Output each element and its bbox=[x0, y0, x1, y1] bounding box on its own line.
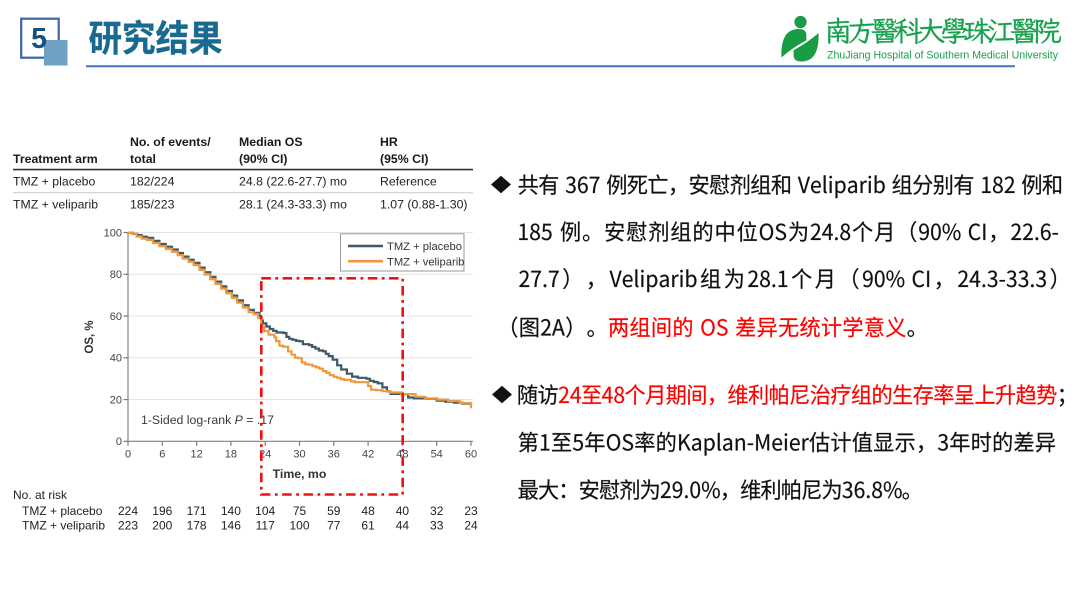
svg-text:TMZ + veliparib: TMZ + veliparib bbox=[13, 198, 98, 212]
svg-text:54: 54 bbox=[431, 449, 443, 461]
svg-text:Median OS: Median OS bbox=[239, 135, 303, 149]
svg-text:1-Sided log-rank P = .17: 1-Sided log-rank P = .17 bbox=[141, 413, 274, 427]
svg-text:75: 75 bbox=[293, 504, 307, 518]
svg-text:185/223: 185/223 bbox=[130, 198, 175, 212]
svg-text:5: 5 bbox=[31, 23, 47, 55]
svg-text:23: 23 bbox=[464, 504, 478, 518]
svg-text:TMZ + veliparib: TMZ + veliparib bbox=[22, 518, 105, 532]
svg-text:33: 33 bbox=[430, 518, 444, 532]
svg-text:total: total bbox=[130, 152, 156, 166]
svg-text:(95% CI): (95% CI) bbox=[380, 152, 429, 166]
svg-text:TMZ + placebo: TMZ + placebo bbox=[13, 175, 96, 189]
svg-text:40: 40 bbox=[110, 353, 122, 365]
svg-text:No. at risk: No. at risk bbox=[13, 488, 68, 502]
svg-text:48: 48 bbox=[396, 449, 408, 461]
svg-text:42: 42 bbox=[362, 449, 374, 461]
svg-text:77: 77 bbox=[327, 518, 341, 532]
svg-text:182/224: 182/224 bbox=[130, 175, 175, 189]
svg-text:61: 61 bbox=[361, 518, 375, 532]
svg-text:30: 30 bbox=[293, 449, 305, 461]
svg-text:No. of events/: No. of events/ bbox=[130, 135, 211, 149]
svg-text:60: 60 bbox=[465, 449, 477, 461]
svg-text:59: 59 bbox=[327, 504, 341, 518]
svg-text:224: 224 bbox=[118, 504, 138, 518]
svg-text:80: 80 bbox=[110, 269, 122, 281]
svg-text:178: 178 bbox=[187, 518, 207, 532]
svg-text:Reference: Reference bbox=[380, 175, 437, 189]
svg-text:12: 12 bbox=[190, 449, 202, 461]
svg-text:140: 140 bbox=[221, 504, 241, 518]
svg-text:24.8 (22.6-27.7) mo: 24.8 (22.6-27.7) mo bbox=[239, 175, 347, 189]
svg-text:146: 146 bbox=[221, 518, 241, 532]
svg-text:Treatment arm: Treatment arm bbox=[13, 152, 98, 166]
svg-text:44: 44 bbox=[396, 518, 410, 532]
svg-text:196: 196 bbox=[152, 504, 172, 518]
svg-text:117: 117 bbox=[256, 518, 275, 532]
svg-text:100: 100 bbox=[104, 228, 122, 240]
svg-text:TMZ + placebo: TMZ + placebo bbox=[22, 504, 103, 518]
svg-text:0: 0 bbox=[116, 436, 122, 448]
svg-text:6: 6 bbox=[159, 449, 165, 461]
svg-text:200: 200 bbox=[152, 518, 172, 532]
svg-text:48: 48 bbox=[361, 504, 375, 518]
svg-text:TMZ + veliparib: TMZ + veliparib bbox=[387, 256, 464, 268]
svg-text:28.1 (24.3-33.3) mo: 28.1 (24.3-33.3) mo bbox=[239, 198, 347, 212]
svg-text:ZhuJiang Hospital of Southern: ZhuJiang Hospital of Southern Medical Un… bbox=[827, 50, 1058, 62]
svg-text:60: 60 bbox=[110, 311, 122, 323]
svg-text:171: 171 bbox=[187, 504, 207, 518]
svg-text:(90% CI): (90% CI) bbox=[239, 152, 288, 166]
svg-text:0: 0 bbox=[125, 449, 131, 461]
svg-text:OS, %: OS, % bbox=[84, 320, 96, 353]
svg-text:HR: HR bbox=[380, 135, 398, 149]
svg-text:20: 20 bbox=[110, 394, 122, 406]
svg-text:100: 100 bbox=[289, 518, 309, 532]
svg-text:24: 24 bbox=[464, 518, 478, 532]
svg-text:104: 104 bbox=[255, 504, 275, 518]
svg-text:40: 40 bbox=[396, 504, 410, 518]
svg-text:1.07 (0.88-1.30): 1.07 (0.88-1.30) bbox=[380, 198, 468, 212]
svg-text:TMZ + placebo: TMZ + placebo bbox=[387, 241, 462, 253]
svg-text:Time, mo: Time, mo bbox=[273, 467, 327, 481]
svg-text:32: 32 bbox=[430, 504, 444, 518]
svg-text:18: 18 bbox=[225, 449, 237, 461]
svg-text:36: 36 bbox=[328, 449, 340, 461]
svg-text:223: 223 bbox=[118, 518, 138, 532]
